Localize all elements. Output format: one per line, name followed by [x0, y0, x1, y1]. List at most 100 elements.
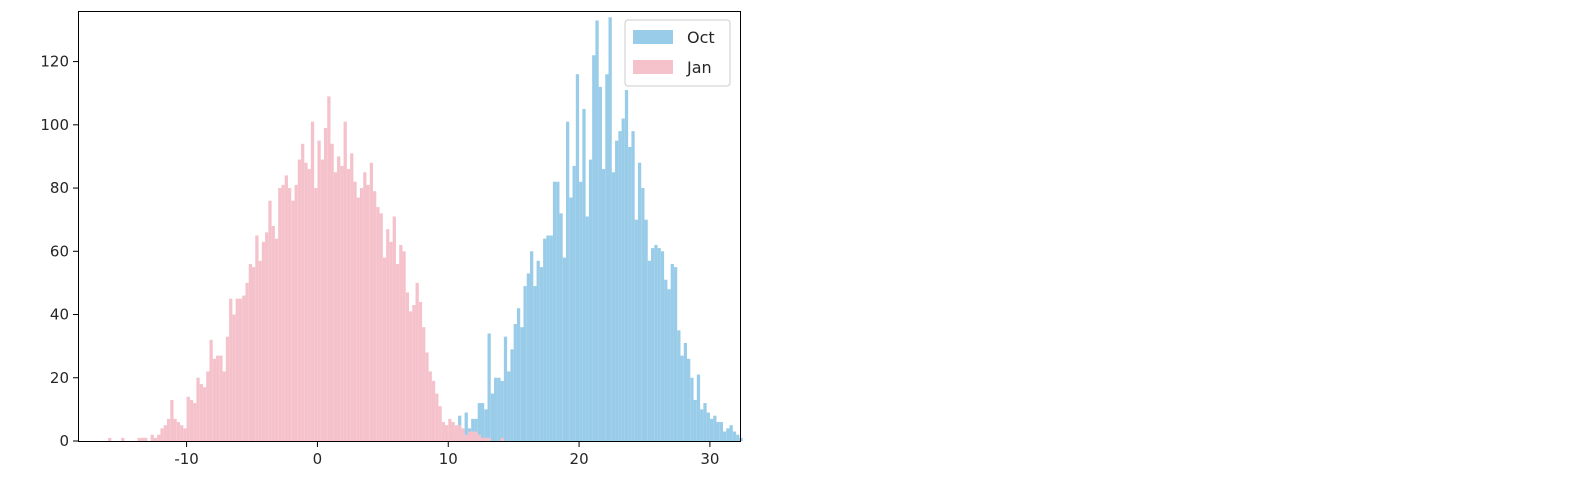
bar-jan-82: [376, 207, 380, 441]
bar-oct-81: [709, 418, 714, 441]
bar-jan-33: [216, 355, 220, 441]
bar-oct-18: [503, 336, 508, 441]
bar-oct-39: [572, 165, 576, 441]
bar-jan-109: [464, 434, 468, 441]
bar-oct-51: [611, 172, 616, 441]
bar-oct-27: [533, 286, 537, 441]
bar-jan-95: [418, 301, 423, 441]
bar-jan-67: [327, 96, 331, 442]
bar-jan-13: [150, 434, 154, 441]
bar-oct-26: [530, 251, 534, 441]
bar-oct-58: [634, 219, 638, 441]
bar-jan-83: [379, 213, 383, 441]
bar-oct-14: [490, 393, 495, 441]
bar-oct-31: [546, 235, 550, 441]
bar-oct-22: [516, 308, 521, 441]
bar-jan-30: [206, 371, 210, 441]
bar-jan-62: [310, 121, 315, 441]
bar-jan-44: [252, 267, 256, 441]
legend-swatch-jan: [633, 60, 673, 74]
bar-jan-111: [471, 431, 475, 441]
bar-jan-69: [333, 172, 338, 441]
bar-jan-108: [461, 428, 465, 441]
bar-oct-21: [513, 324, 517, 441]
series-oct-bars: [444, 17, 743, 442]
bar-oct-6: [464, 412, 468, 441]
bar-jan-54: [284, 175, 288, 441]
bar-jan-71: [340, 165, 344, 441]
bar-jan-94: [415, 282, 419, 441]
legend-swatch-oct: [633, 30, 673, 44]
bar-jan-70: [337, 156, 341, 441]
bar-jan-80: [369, 162, 374, 441]
bar-oct-53: [618, 131, 622, 441]
bar-oct-67: [664, 279, 668, 441]
bar-jan-74: [350, 153, 354, 441]
bar-oct-74: [687, 358, 691, 441]
y-tick-label: 0: [59, 432, 69, 450]
bar-oct-16: [497, 377, 501, 441]
bar-jan-73: [346, 169, 351, 441]
bar-jan-116: [487, 437, 491, 441]
bar-jan-84: [382, 257, 387, 441]
bar-oct-11: [480, 403, 485, 441]
bar-jan-115: [484, 437, 488, 441]
bar-jan-24: [186, 396, 190, 441]
bar-oct-13: [487, 333, 491, 441]
bar-oct-38: [569, 197, 573, 441]
bar-oct-76: [693, 399, 697, 441]
bar-jan-40: [238, 298, 243, 441]
bar-oct-88: [732, 431, 737, 441]
y-tick-label: 80: [50, 179, 69, 197]
y-tick-label: 120: [40, 53, 69, 71]
bar-jan-110: [467, 431, 472, 441]
bar-oct-23: [520, 327, 524, 441]
plot-frame: [78, 11, 741, 442]
bar-jan-21: [176, 422, 181, 441]
bar-jan-46: [258, 260, 262, 441]
bar-jan-18: [166, 418, 171, 441]
bar-jan-43: [248, 263, 252, 441]
bar-jan-79: [366, 184, 370, 441]
bar-jan-39: [235, 298, 239, 441]
bar-jan-104: [448, 418, 452, 441]
bar-jan-89: [399, 244, 403, 441]
bar-jan-48: [265, 232, 269, 441]
bar-oct-15: [494, 377, 498, 441]
bar-oct-43: [585, 216, 589, 441]
bar-jan-102: [441, 422, 445, 441]
bar-jan-114: [480, 437, 485, 441]
bar-oct-12: [484, 409, 488, 441]
bar-jan-17: [163, 425, 167, 441]
bar-oct-10: [477, 403, 481, 441]
bar-jan-27: [196, 377, 200, 441]
bar-oct-56: [628, 146, 632, 441]
bar-oct-89: [736, 434, 740, 441]
bar-jan-78: [363, 172, 367, 441]
bar-oct-68: [667, 289, 671, 441]
bar-oct-60: [641, 188, 645, 441]
bar-jan-93: [412, 305, 416, 441]
bar-jan-86: [389, 241, 393, 441]
bar-jan-103: [444, 425, 449, 441]
bar-oct-59: [637, 162, 642, 441]
bar-jan-42: [245, 282, 249, 441]
bar-jan-20: [173, 418, 177, 441]
bar-jan-14: [153, 437, 158, 441]
bar-jan-57: [294, 184, 298, 441]
bar-jan-59: [301, 143, 305, 442]
x-tick-label: 20: [570, 450, 589, 468]
bar-oct-34: [556, 181, 560, 442]
bar-oct-65: [657, 248, 661, 441]
bar-jan-96: [422, 327, 426, 441]
bar-oct-24: [523, 286, 527, 441]
bar-jan-97: [425, 352, 429, 441]
bar-oct-8: [471, 418, 475, 441]
bar-jan-15: [157, 434, 161, 441]
bar-oct-45: [592, 55, 596, 441]
bar-oct-30: [543, 238, 547, 441]
bar-jan-68: [330, 143, 334, 442]
bar-jan-99: [431, 380, 436, 441]
bar-jan-56: [291, 200, 295, 441]
